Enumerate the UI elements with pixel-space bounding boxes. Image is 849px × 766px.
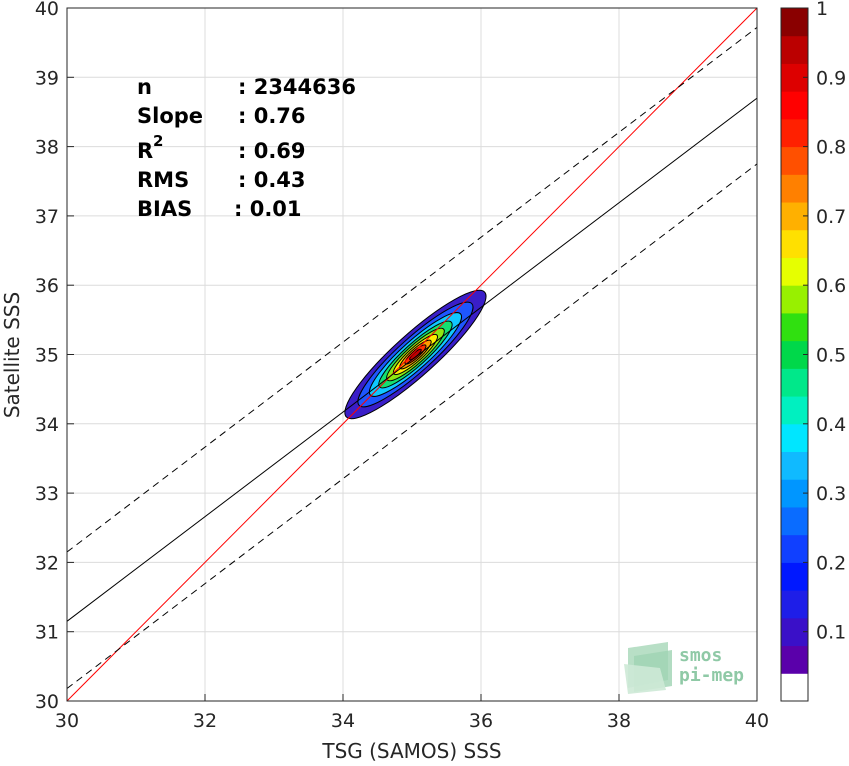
- stat-label-slope: Slope: [137, 104, 203, 128]
- colorbar-swatch: [781, 396, 808, 425]
- colorbar-tick-label: 0.9: [816, 67, 846, 89]
- y-tick-label: 30: [35, 691, 59, 713]
- stat-value-rms: : 0.43: [238, 168, 306, 192]
- x-tick-label: 38: [607, 710, 631, 732]
- y-tick-label: 39: [35, 67, 59, 89]
- colorbar-swatch: [781, 645, 808, 674]
- colorbar-swatch: [781, 534, 808, 563]
- y-tick-label: 32: [35, 552, 59, 574]
- colorbar-tick-label: 0.4: [816, 414, 846, 436]
- colorbar: [781, 8, 808, 702]
- colorbar-swatch: [781, 174, 808, 203]
- y-tick-label: 31: [35, 622, 59, 644]
- stat-label-r2-sup: 2: [153, 132, 163, 150]
- x-axis-ticks: 30 32 34 36 38 40: [55, 694, 769, 732]
- colorbar-tick-label: 0.3: [816, 483, 846, 505]
- colorbar-swatch: [781, 590, 808, 619]
- colorbar-tick-label: 0.8: [816, 137, 846, 159]
- grid-lines: [66, 7, 758, 702]
- y-tick-label: 34: [35, 414, 59, 436]
- colorbar-tick-label: 0.5: [816, 345, 846, 367]
- colorbar-swatch: [781, 673, 808, 702]
- regression-line: [67, 97, 757, 622]
- stats-box: n : 2344636 Slope : 0.76 R 2 : 0.69 RMS …: [137, 75, 356, 221]
- colorbar-swatch: [781, 146, 808, 175]
- logo-text-pimep: pi-mep: [679, 665, 744, 686]
- stat-label-bias: BIAS: [137, 197, 192, 221]
- y-tick-label: 36: [35, 275, 59, 297]
- colorbar-ticks: 0.1 0.2 0.3 0.4 0.5 0.6 0.7 0.8 0.9 1: [803, 0, 846, 644]
- stat-value-bias: : 0.01: [234, 197, 302, 221]
- colorbar-tick-label: 1: [816, 0, 828, 20]
- logo-text-smos: smos: [679, 645, 722, 666]
- colorbar-swatch: [781, 8, 808, 37]
- x-axis-title: TSG (SAMOS) SSS: [321, 739, 501, 763]
- stat-label-r2: R: [137, 139, 153, 163]
- logo-mark-icon: [624, 642, 672, 694]
- lower-line: [67, 163, 757, 689]
- colorbar-swatch: [781, 312, 808, 342]
- x-tick-label: 30: [55, 710, 79, 732]
- colorbar-swatch: [781, 118, 808, 148]
- colorbar-swatch: [781, 229, 808, 258]
- colorbar-swatch: [781, 257, 808, 286]
- stat-label-rms: RMS: [137, 168, 189, 192]
- stat-value-slope: : 0.76: [238, 104, 306, 128]
- colorbar-tick-label: 0.2: [816, 552, 846, 574]
- y-tick-label: 37: [35, 206, 59, 228]
- stat-value-r2: : 0.69: [238, 139, 306, 163]
- stat-label-n: n: [137, 75, 152, 99]
- colorbar-swatch: [781, 562, 808, 591]
- x-tick-label: 32: [193, 710, 217, 732]
- colorbar-swatch: [781, 91, 808, 120]
- colorbar-tick-label: 0.6: [816, 275, 846, 297]
- y-axis-ticks: 30 31 32 33 34 35 36 37 38 39 40: [35, 0, 74, 713]
- y-tick-label: 35: [35, 345, 59, 367]
- colorbar-swatch: [781, 423, 808, 453]
- colorbar-tick-label: 0.7: [816, 206, 846, 228]
- y-axis-title: Satellite SSS: [0, 292, 24, 418]
- colorbar-swatch: [781, 451, 808, 480]
- stat-value-n: : 2344636: [238, 75, 356, 99]
- smos-pimep-logo: smos pi-mep: [624, 642, 744, 694]
- colorbar-tick-label: 0.1: [816, 622, 846, 644]
- colorbar-swatch: [781, 285, 808, 314]
- x-tick-label: 36: [469, 710, 493, 732]
- x-tick-label: 34: [331, 710, 355, 732]
- colorbar-swatch: [781, 35, 808, 64]
- y-tick-label: 38: [35, 137, 59, 159]
- x-tick-label: 40: [745, 710, 769, 732]
- upper-line: [67, 27, 757, 553]
- identity-line: [67, 8, 757, 701]
- y-tick-label: 33: [35, 483, 59, 505]
- colorbar-swatch: [781, 506, 808, 536]
- reference-lines: [67, 8, 757, 701]
- y-tick-label: 40: [35, 0, 59, 20]
- colorbar-swatch: [781, 368, 808, 397]
